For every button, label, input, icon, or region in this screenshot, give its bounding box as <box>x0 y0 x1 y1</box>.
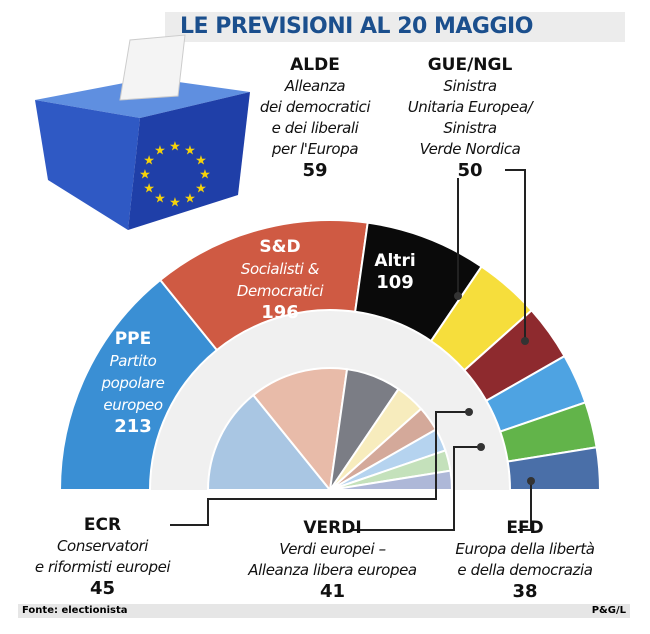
ecr-label: ECR Conservatori e riformisti europei 45 <box>20 515 185 599</box>
verdi-leader-line <box>350 446 481 531</box>
eu-star-icon: ★ <box>143 154 155 169</box>
efd-abbr: EFD <box>506 518 544 538</box>
eu-star-icon: ★ <box>199 168 211 183</box>
ecr-leader-line <box>170 411 469 526</box>
chart-title: LE PREVISIONI AL 20 MAGGIO <box>180 14 533 39</box>
ecr-value: 45 <box>89 578 116 599</box>
ppe-label: PPE Partito popolare europeo 213 <box>68 328 198 438</box>
alde-abbr: ALDE <box>290 55 340 75</box>
gue-name-1: Sinistra <box>443 77 497 95</box>
eu-star-icon: ★ <box>184 192 196 207</box>
gue-name-3: Sinistra <box>443 119 497 137</box>
eu-star-icon: ★ <box>169 140 181 155</box>
verdi-value: 41 <box>319 581 346 602</box>
sd-value: 196 <box>261 302 299 323</box>
efd-leader-line <box>518 481 532 531</box>
eu-star-icon: ★ <box>139 168 151 183</box>
eu-star-icon: ★ <box>154 143 166 158</box>
gue-name-2: Unitaria Europea/ <box>407 98 533 116</box>
sd-name-2: Democratici <box>236 282 324 300</box>
efd-name-2: e della democrazia <box>457 561 593 579</box>
gue-label: GUE/NGL Sinistra Unitaria Europea/ Sinis… <box>395 55 545 181</box>
gue-leader-line <box>505 169 526 341</box>
ecr-name-2: e riformisti europei <box>34 558 171 576</box>
ppe-name-2: popolare <box>101 374 165 392</box>
efd-value: 38 <box>512 581 538 602</box>
ppe-name-3: europeo <box>103 396 163 414</box>
gue-abbr: GUE/NGL <box>427 55 513 75</box>
altri-label: Altri 109 <box>355 250 435 294</box>
inner-slice-sd <box>251 367 349 493</box>
verdi-name-2: Alleanza libera europea <box>248 561 417 579</box>
alde-label: ALDE Alleanza dei democratici e dei libe… <box>245 55 385 181</box>
altri-abbr: Altri <box>374 251 416 271</box>
eu-star-icon: ★ <box>169 196 181 211</box>
ppe-abbr: PPE <box>114 329 152 349</box>
efd-name-1: Europa della libertà <box>455 540 595 558</box>
eu-star-icon: ★ <box>154 192 166 207</box>
leader-lines <box>170 169 532 531</box>
eu-star-icon: ★ <box>195 154 207 169</box>
ecr-dot <box>465 408 473 416</box>
ecr-name-1: Conservatori <box>56 537 149 555</box>
alde-name-1: Alleanza <box>284 77 346 95</box>
credit: P&G/L <box>591 605 626 616</box>
gue-value: 50 <box>457 160 483 181</box>
alde-name-3: e dei liberali <box>271 119 359 137</box>
footer: Fonte: electionista P&G/L <box>18 604 630 618</box>
title-bar <box>165 12 625 42</box>
eu-star-icon: ★ <box>195 182 207 197</box>
efd-dot <box>527 477 535 485</box>
inner-slice-ppe <box>206 393 333 491</box>
verdi-dot <box>477 443 485 451</box>
alde-name-2: dei democratici <box>259 98 371 116</box>
alde-value: 59 <box>302 160 328 181</box>
verdi-label: VERDI Verdi europei – Alleanza libera eu… <box>245 518 420 602</box>
ppe-value: 213 <box>114 416 152 437</box>
source-note: Fonte: electionista <box>22 605 128 616</box>
sd-name-1: Socialisti & <box>240 260 320 278</box>
gue-dot <box>521 337 529 345</box>
verdi-abbr: VERDI <box>303 518 362 538</box>
eu-star-icon: ★ <box>143 182 155 197</box>
sd-abbr: S&D <box>259 237 301 257</box>
alde-name-4: per l'Europa <box>271 140 359 158</box>
efd-label: EFD Europa della libertà e della democra… <box>445 518 605 602</box>
inner-slice-efd <box>329 469 454 491</box>
alde-dot <box>454 292 462 300</box>
ballot-box-icon: ★★★★★★★★★ ★ ★★ <box>35 34 250 230</box>
ppe-name-1: Partito <box>109 352 157 370</box>
gue-name-4: Verde Nordica <box>419 140 521 158</box>
verdi-name-1: Verdi europei – <box>279 540 386 558</box>
eu-star-icon: ★ <box>184 143 196 158</box>
altri-value: 109 <box>376 272 414 293</box>
sd-label: S&D Socialisti & Democratici 196 <box>205 236 355 324</box>
ecr-abbr: ECR <box>83 515 122 535</box>
